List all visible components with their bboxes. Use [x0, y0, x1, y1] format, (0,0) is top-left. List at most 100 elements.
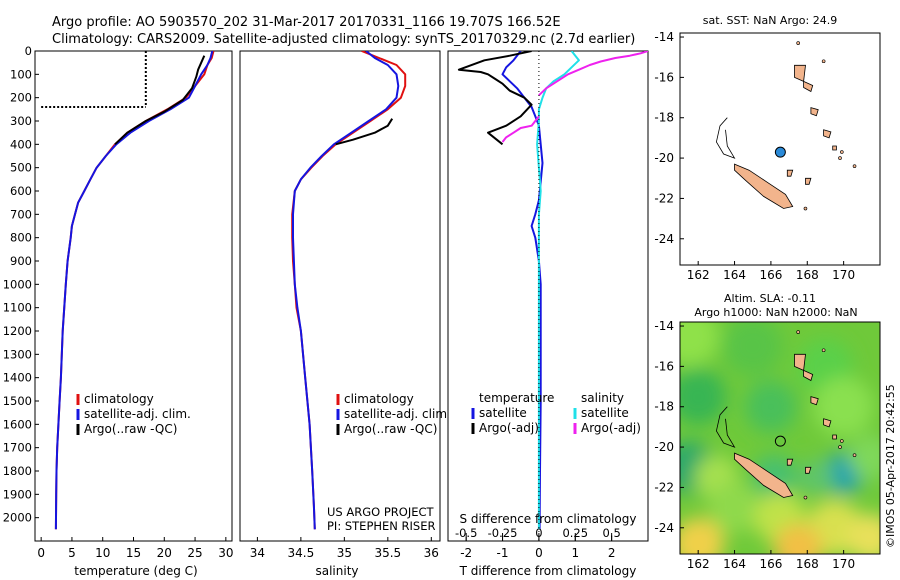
- island-efate: [810, 107, 819, 117]
- x-tick-label: 36: [424, 546, 439, 560]
- island-grande-terre: [734, 452, 794, 498]
- temperature-panel: 0 5 10 15 20 25 300100200300400500600700800900…: [3, 44, 234, 578]
- sla-cell: [848, 435, 880, 480]
- sst-map-panel: 162 164 166 168 170 -14 -16 -18 -20 -22 -24 sat. SS…: [654, 14, 881, 282]
- sla-cell: [680, 517, 725, 554]
- salinity-panel: 34 34.5 35 35.5 36 salinity climatologysatelli…: [239, 50, 451, 578]
- y-tick-label: 1200: [3, 324, 32, 338]
- sla-map-panel: 162 164 166 168 170 -14 -16 -18 -20 -22 -24 Altim. …: [654, 292, 881, 571]
- top-axis-label: S difference from climatology: [460, 512, 637, 526]
- map-y-tick-label: -18: [654, 400, 674, 414]
- map-x-tick-label: 166: [759, 557, 782, 571]
- map-frame: [679, 321, 881, 555]
- legend-header: salinity: [581, 391, 624, 405]
- island-lifou: [805, 177, 812, 185]
- x-tick-label: 2: [608, 546, 616, 560]
- x-tick-label: -1: [497, 546, 509, 560]
- x-tick-label: 34: [250, 546, 265, 560]
- sla-cell: [708, 481, 761, 534]
- island-erromango: [823, 418, 832, 428]
- map-y-tick-label: -16: [654, 359, 674, 373]
- y-tick-label: 900: [10, 254, 32, 268]
- islet: [838, 445, 842, 449]
- sla-cell: [722, 322, 783, 377]
- x-tick-label: 10: [95, 546, 110, 560]
- islet: [840, 439, 844, 443]
- islet: [796, 330, 800, 334]
- sla-cell: [680, 368, 727, 425]
- x-axis-label: temperature (deg C): [74, 564, 197, 578]
- islet: [838, 156, 842, 160]
- y-tick-label: 1300: [3, 347, 32, 361]
- map-y-tick-label: -14: [654, 319, 674, 333]
- argo-station-marker: [774, 146, 786, 158]
- island-grande-terre: [734, 163, 794, 209]
- map-body: [680, 322, 880, 554]
- map-frame: [679, 32, 881, 266]
- y-tick-label: 100: [10, 67, 32, 81]
- islet: [840, 150, 844, 154]
- x-tick-label: -2: [460, 546, 472, 560]
- map-y-tick-label: -22: [654, 480, 674, 494]
- sla-cell: [846, 513, 880, 554]
- y-tick-label: 200: [10, 91, 32, 105]
- x-tick-label: 35.5: [374, 546, 401, 560]
- legend-label: Argo(-adj): [581, 421, 641, 435]
- x-tick-label: 20: [157, 546, 172, 560]
- argo-station-marker: [774, 435, 786, 447]
- sla-cell: [813, 376, 874, 437]
- header-line-1: Argo profile: AO 5903570_202 31-Mar-2017…: [52, 15, 561, 30]
- sla-cell: [680, 322, 720, 367]
- map-x-tick-label: 164: [723, 557, 746, 571]
- series-argo-raw-qc-: [114, 55, 206, 146]
- sla-map-title-1: Altim. SLA: -0.11: [724, 292, 816, 305]
- map-body: [680, 33, 880, 265]
- difference-panel: -2 -1 0 1 2 T difference from climatology -0.5…: [447, 50, 649, 578]
- sla-field: [680, 322, 880, 554]
- map-y-tick-label: -24: [654, 521, 674, 535]
- plot-frame: [447, 50, 649, 542]
- sla-cell: [744, 380, 797, 433]
- y-tick-label: 600: [10, 184, 32, 198]
- x-tick-label: 0: [535, 546, 543, 560]
- islet: [852, 164, 857, 168]
- sla-cell: [798, 459, 835, 496]
- map-y-tick-label: -16: [654, 70, 674, 84]
- island-malakula: [803, 369, 814, 382]
- map-x-tick-label: 164: [723, 268, 746, 282]
- island-lifou: [805, 466, 812, 474]
- top-tick-label: 0.5: [602, 526, 620, 540]
- map-x-tick-label: 170: [832, 557, 855, 571]
- legend-label: climatology: [344, 392, 414, 406]
- island-erromango: [823, 129, 832, 139]
- data-lines: [457, 51, 648, 530]
- header-line-2: Climatology: CARS2009. Satellite-adjuste…: [52, 32, 635, 47]
- series-satellite-adj-clim-: [292, 51, 400, 530]
- reef-outline: [715, 117, 736, 159]
- sst-map-title: sat. SST: NaN Argo: 24.9: [703, 14, 837, 27]
- legend-label: satellite-adj. clim.: [344, 407, 451, 421]
- series-argo-adj-: [538, 51, 648, 97]
- map-x-tick-label: 166: [759, 268, 782, 282]
- y-tick-label: 0: [25, 44, 32, 58]
- data-lines: [41, 51, 215, 530]
- map-y-tick-label: -20: [654, 440, 674, 454]
- islet: [821, 59, 826, 64]
- y-tick-label: 500: [10, 161, 32, 175]
- series-argo-adj-: [457, 51, 533, 146]
- x-axis-label: salinity: [315, 564, 358, 578]
- imos-stamp: ©IMOS 05-Apr-2017 20:42:55: [884, 384, 897, 548]
- plot-frame: [239, 50, 441, 542]
- series-argo-raw-qc-: [335, 118, 394, 146]
- x-tick-label: 35: [337, 546, 352, 560]
- map-x-tick-label: 170: [832, 268, 855, 282]
- y-tick-label: 700: [10, 207, 32, 221]
- x-tick-label: 30: [218, 546, 233, 560]
- y-tick-label: 1000: [3, 277, 32, 291]
- y-tick-label: 1700: [3, 441, 32, 455]
- reef-outline: [715, 406, 736, 448]
- y-tick-label: 2000: [3, 511, 32, 525]
- map-y-tick-label: -24: [654, 232, 674, 246]
- map-y-tick-label: -18: [654, 111, 674, 125]
- islet: [821, 348, 826, 353]
